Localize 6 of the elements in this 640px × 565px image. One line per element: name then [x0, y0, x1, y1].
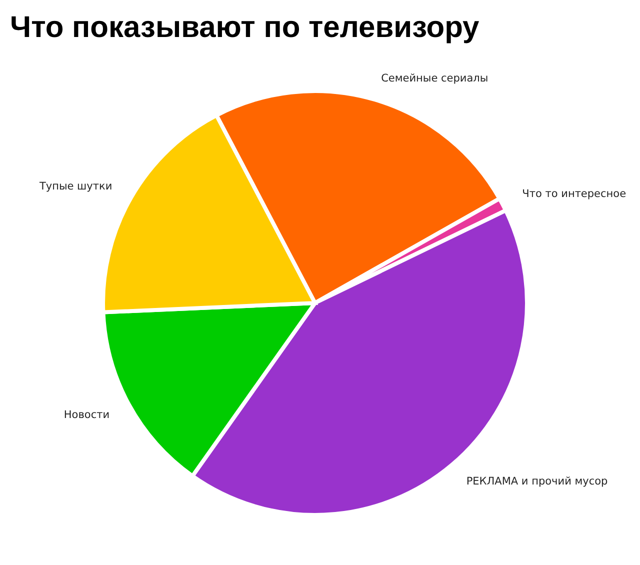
slice-label: РЕКЛАМА и прочий мусор: [466, 475, 608, 488]
slice-label: Тупые шутки: [38, 180, 112, 192]
slice-label: Новости: [64, 409, 110, 422]
slice-label: Семейные сериалы: [381, 72, 488, 85]
chart-title: Что показывают по телевизору: [10, 10, 480, 46]
slice-label: Что то интересное: [522, 188, 626, 200]
